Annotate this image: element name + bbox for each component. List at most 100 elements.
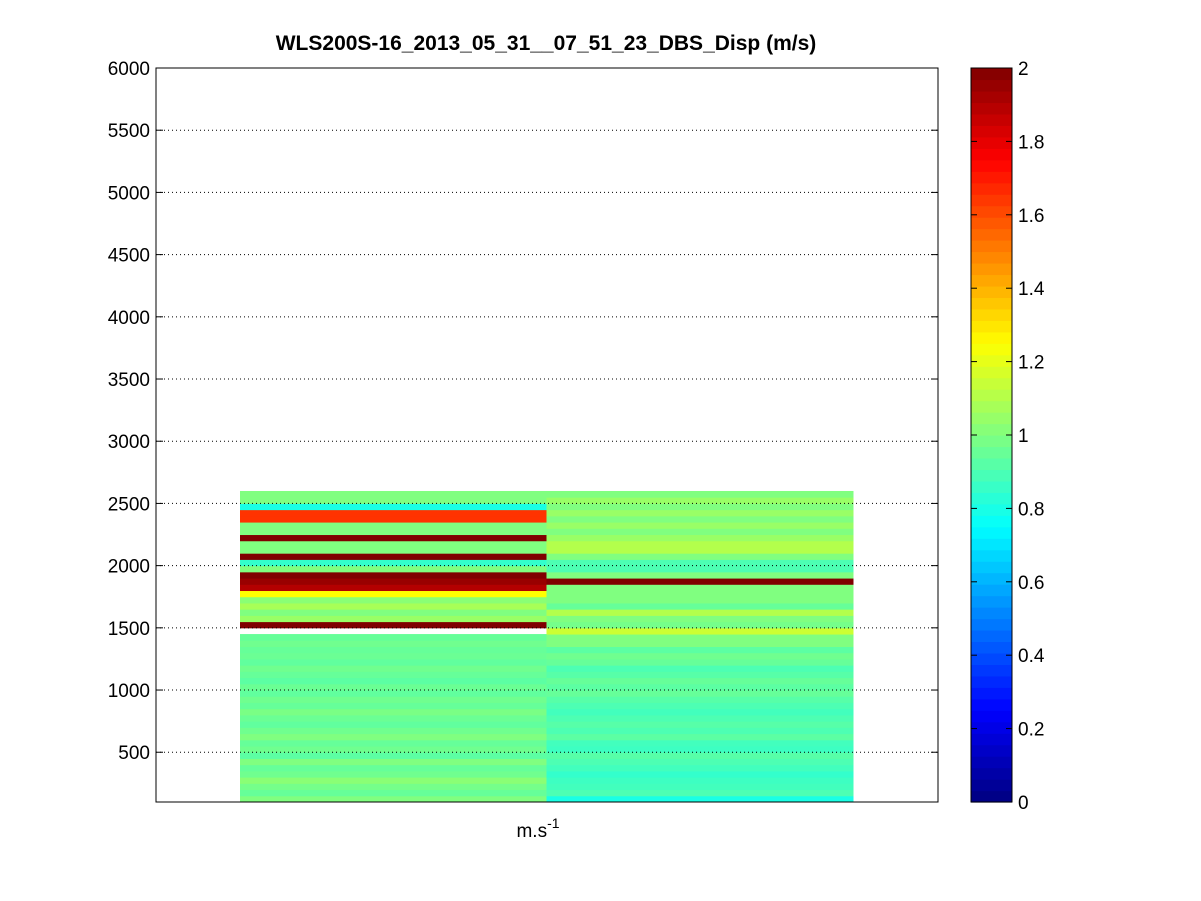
colorbar-segment: [971, 767, 1012, 780]
heatmap-cell: [546, 795, 854, 803]
colorbar-tick-label: 0.4: [1018, 646, 1045, 667]
heatmap-cell: [240, 609, 547, 616]
heatmap-cell: [240, 746, 547, 753]
heatmap-cell: [240, 578, 547, 585]
colorbar-segment: [971, 756, 1012, 769]
y-axis-ticks: 500 1000 1500 2000 2500 3000 3500 4000 4500 5000 5…: [108, 59, 938, 764]
y-tick-label: 500: [118, 743, 150, 764]
heatmap-cell: [240, 739, 547, 747]
colorbar-segment: [971, 538, 1012, 551]
heatmap-cell: [546, 739, 854, 747]
heatmap-cell: [240, 490, 547, 498]
heatmap-cell: [546, 522, 854, 529]
heatmap-cell: [546, 640, 854, 647]
colorbar-segment: [971, 148, 1012, 161]
colorbar-tick-label: 1.2: [1018, 353, 1044, 374]
colorbar-segment: [971, 400, 1012, 413]
y-tick-label: 1500: [108, 619, 150, 640]
colorbar-segment: [971, 68, 1012, 81]
heatmap-cell: [546, 702, 854, 710]
heatmap-cell: [240, 671, 547, 679]
heatmap-cells: [240, 490, 854, 803]
colorbar-segment: [971, 389, 1012, 402]
colorbar-segment: [971, 79, 1012, 92]
colorbar-segment: [971, 125, 1012, 138]
heatmap-cell: [240, 553, 547, 560]
heatmap-cell: [546, 497, 854, 504]
colorbar-segment: [971, 572, 1012, 585]
colorbar-segment: [971, 721, 1012, 734]
colorbar-segment: [971, 285, 1012, 298]
heatmap-cell: [240, 571, 547, 579]
heatmap-cell: [546, 746, 854, 753]
heatmap-cell: [546, 596, 854, 604]
y-tick-label: 2500: [108, 494, 150, 515]
heatmap-cell: [240, 702, 547, 710]
colorbar-tick-label: 1.6: [1018, 206, 1044, 227]
heatmap-cell: [240, 534, 547, 542]
heatmap-cell: [546, 690, 854, 697]
colorbar-segment: [971, 675, 1012, 688]
colorbar-segment: [971, 102, 1012, 115]
heatmap-cell: [546, 490, 854, 498]
colorbar-segment: [971, 354, 1012, 367]
heatmap-cell: [546, 764, 854, 772]
colorbar-segment: [971, 251, 1012, 264]
heatmap-cell: [546, 602, 854, 610]
colorbar-segment: [971, 652, 1012, 665]
colorbar-segment: [971, 584, 1012, 597]
heatmap-cell: [546, 515, 854, 523]
heatmap-cell: [546, 671, 854, 679]
heatmap-cell: [546, 503, 854, 511]
colorbar-segment: [971, 629, 1012, 643]
colorbar-segment: [971, 240, 1012, 253]
colorbar-segment: [971, 159, 1012, 172]
heatmap-cell: [546, 540, 854, 548]
colorbar-segment: [971, 297, 1012, 310]
plot-frame: [155, 67, 939, 803]
y-tick-label: 2000: [108, 557, 150, 578]
heatmap-cell: [546, 528, 854, 536]
heatmap-cell: [240, 528, 547, 536]
colorbar-tick-label: 0.2: [1018, 720, 1044, 741]
colorbar-segment: [971, 503, 1012, 516]
heatmap-cell: [546, 783, 854, 791]
colorbar-segment: [971, 136, 1012, 149]
heatmap-cell: [546, 584, 854, 592]
heatmap-cell: [546, 696, 854, 703]
colorbar-segment: [971, 664, 1012, 677]
colorbar: [971, 68, 1012, 803]
colorbar-tick-label: 0.6: [1018, 573, 1044, 594]
heatmap-cell: [240, 658, 547, 666]
heatmap-cell: [546, 777, 854, 784]
heatmap-cell: [240, 621, 547, 629]
heatmap-cell: [240, 770, 547, 778]
colorbar-segment: [971, 228, 1012, 241]
heatmap-cell: [546, 677, 854, 685]
colorbar-segment: [971, 113, 1012, 126]
x-axis-label-exponent: -1: [547, 815, 560, 831]
heatmap-cell: [546, 553, 854, 560]
heatmap-cell: [240, 677, 547, 685]
heatmap-cell: [546, 534, 854, 542]
heatmap-cell: [546, 789, 854, 797]
colorbar-segment: [971, 423, 1012, 436]
heatmap-cell: [240, 665, 547, 672]
colorbar-segment: [971, 194, 1012, 207]
heatmap-cell: [546, 590, 854, 598]
heatmap-cell: [546, 546, 854, 554]
colorbar-segment: [971, 377, 1012, 390]
heatmap-cell: [546, 627, 854, 635]
heatmap-cell: [546, 733, 854, 741]
heatmap-cell: [240, 503, 547, 511]
heatmap-cell: [240, 733, 547, 741]
heatmap-cell: [240, 559, 547, 567]
heatmap-cell: [546, 758, 854, 766]
heatmap-cell: [546, 683, 854, 691]
heatmap-cell: [240, 764, 547, 772]
colorbar-tick-label: 1.4: [1018, 279, 1045, 300]
heatmap-cell: [240, 540, 547, 548]
colorbar-tick-label: 0.8: [1018, 499, 1044, 520]
colorbar-segment: [971, 217, 1012, 230]
